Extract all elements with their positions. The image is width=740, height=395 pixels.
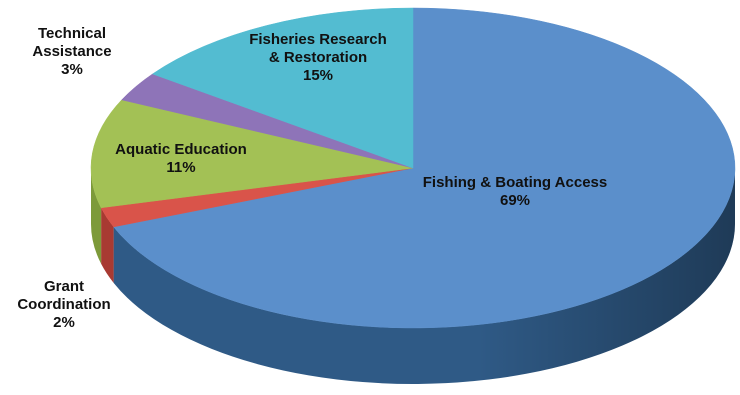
slice-label-line-2-0: Aquatic Education — [115, 141, 247, 158]
slice-label-0: Fishing & Boating Access 69% — [423, 174, 607, 209]
pie-slice-4 — [151, 7, 414, 169]
slice-label-1: Grant Coordination 2% — [17, 278, 110, 331]
slice-percent-0: 69% — [500, 192, 530, 209]
pie-slice-0 — [113, 7, 736, 329]
slice-label-line-4-1: & Restoration — [269, 49, 367, 66]
pie-depth-layer — [91, 168, 736, 385]
slice-label-line-3-1: Assistance — [32, 43, 111, 60]
slice-label-4: Fisheries Research & Restoration 15% — [249, 31, 387, 84]
slice-percent-3: 3% — [61, 61, 83, 78]
slice-percent-1: 2% — [53, 314, 75, 331]
pie-labels-layer: Fishing & Boating Access 69% Grant Coordina… — [17, 25, 607, 331]
slice-percent-2: 11% — [166, 159, 195, 176]
pie-top-layer — [90, 7, 736, 329]
slice-label-line-0-0: Fishing & Boating Access — [423, 174, 607, 191]
slice-label-2: Aquatic Education 11% — [115, 141, 247, 176]
slice-percent-4: 15% — [303, 67, 333, 84]
slice-label-3: Technical Assistance 3% — [32, 25, 111, 78]
pie-depth-shading — [91, 168, 735, 384]
slice-label-line-3-0: Technical — [38, 25, 106, 42]
slice-label-line-1-0: Grant — [44, 278, 84, 295]
slice-label-line-1-1: Coordination — [17, 296, 110, 313]
slice-label-line-4-0: Fisheries Research — [249, 31, 387, 48]
pie-slice-2 — [90, 99, 414, 209]
